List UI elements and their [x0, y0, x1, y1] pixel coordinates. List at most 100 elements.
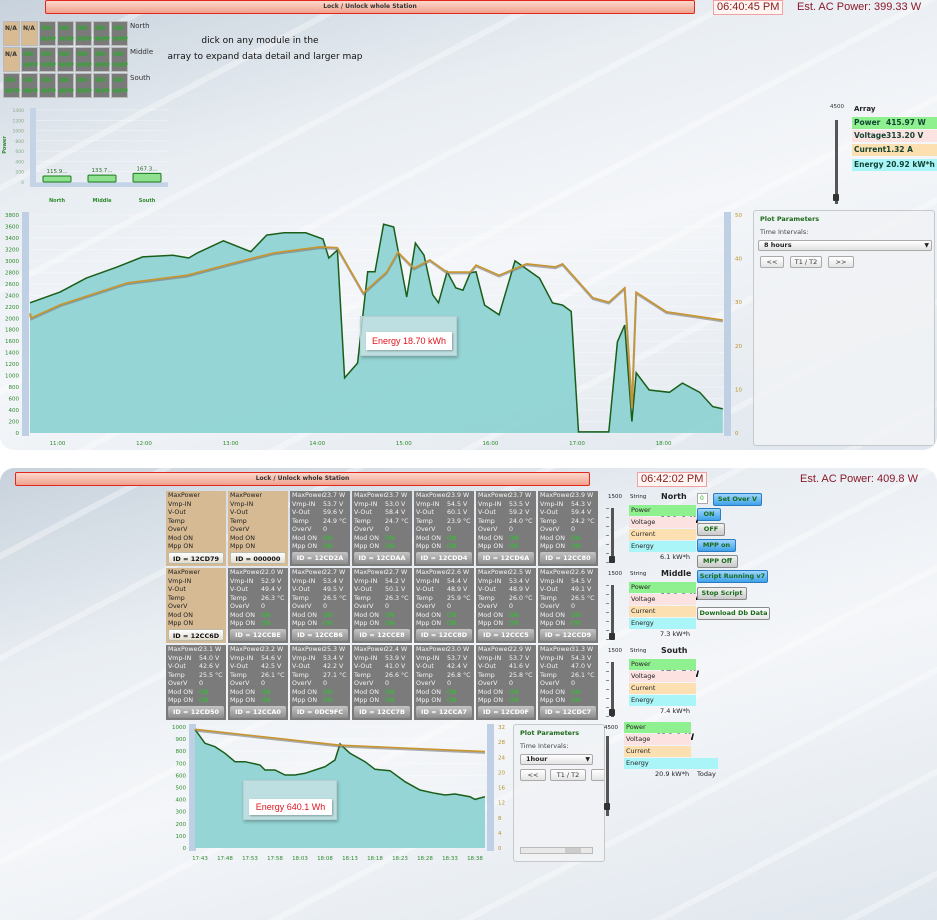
- module-card[interactable]: MaxPower 23.9 W Vmp-IN 54.3 V V-Out 59.4 V Tem…: [538, 491, 598, 566]
- slider-thumb[interactable]: [609, 708, 615, 716]
- module-id-button[interactable]: ID = 12CDC7: [540, 706, 596, 718]
- on-button[interactable]: ON: [697, 508, 721, 521]
- t1-t2-button[interactable]: T1 / T2: [550, 769, 586, 781]
- module-id-button[interactable]: ID = 12CC80: [540, 552, 596, 564]
- string-power-slider[interactable]: [611, 508, 614, 563]
- module-cell[interactable]: ON MPP: [57, 21, 74, 46]
- module-id-button[interactable]: ID = 0DC9FC: [292, 706, 348, 718]
- module-cell[interactable]: ON MPP: [75, 21, 92, 46]
- module-id-button[interactable]: ID = 12CDD4: [416, 552, 472, 564]
- slider-thumb[interactable]: [609, 632, 615, 640]
- module-card[interactable]: MaxPower 23.0 W Vmp-IN 53.7 V V-Out 42.4 V Tem…: [414, 645, 474, 720]
- module-card[interactable]: MaxPower 23.7 W Vmp-IN 53.5 V V-Out 59.2 V Tem…: [476, 491, 536, 566]
- off-button[interactable]: OFF: [697, 523, 725, 536]
- module-id-button[interactable]: ID = 12CC8D: [416, 629, 472, 641]
- field-label: OverV: [354, 603, 374, 611]
- over-v-input[interactable]: 0: [697, 493, 708, 504]
- prev-button[interactable]: <<: [520, 769, 546, 781]
- mpp-off-button[interactable]: MPP Off: [697, 555, 738, 568]
- field-label: Mpp ON: [416, 543, 442, 551]
- module-id-button[interactable]: ID = 12CD79: [168, 552, 224, 564]
- module-cell[interactable]: ON MPP: [21, 47, 38, 72]
- module-cell[interactable]: ON MPP: [111, 73, 128, 98]
- module-card[interactable]: MaxPower Vmp-IN V-Out Temp OverV Mod ON Mpp ON…: [166, 568, 226, 643]
- module-id-button[interactable]: ID = 12CCD9: [540, 629, 596, 641]
- mpp-on-button[interactable]: MPP on: [697, 539, 736, 552]
- row-label: Voltage: [631, 595, 656, 603]
- t1-t2-button[interactable]: T1 / T2: [790, 256, 822, 268]
- module-id-button[interactable]: ID = 12CD0F: [478, 706, 534, 718]
- module-card[interactable]: MaxPower 22.6 W Vmp-IN 54.4 V V-Out 48.9 V Tem…: [414, 568, 474, 643]
- module-id-button[interactable]: ID = 12CCA0: [230, 706, 286, 718]
- module-card[interactable]: MaxPower Vmp-IN V-Out Temp OverV Mod ON Mpp ON…: [228, 491, 288, 566]
- time-interval-select[interactable]: 8 hours ▼: [758, 240, 932, 251]
- string-power-slider[interactable]: [611, 662, 614, 717]
- module-card[interactable]: MaxPower 22.7 W Vmp-IN 54.2 V V-Out 50.1 V Tem…: [352, 568, 412, 643]
- module-card[interactable]: MaxPower 23.7 W Vmp-IN 53.7 V V-Out 59.6 V Tem…: [290, 491, 350, 566]
- script-running-button[interactable]: Script Running v7: [697, 570, 768, 583]
- module-card[interactable]: MaxPower 23.7 W Vmp-IN 53.0 V V-Out 58.4 V Tem…: [352, 491, 412, 566]
- module-cell[interactable]: N/A: [3, 21, 20, 46]
- module-id-button[interactable]: ID = 12CD6A: [478, 552, 534, 564]
- field-label: Vmp-IN: [540, 500, 564, 508]
- module-cell[interactable]: ON MPP: [111, 21, 128, 46]
- array-power-slider[interactable]: [835, 120, 838, 204]
- module-card[interactable]: MaxPower Vmp-IN V-Out Temp OverV Mod ON Mpp ON…: [166, 491, 226, 566]
- slider-thumb[interactable]: [609, 556, 615, 563]
- row-label: Power: [626, 723, 646, 731]
- module-cell[interactable]: ON MPP: [57, 73, 74, 98]
- module-id-button[interactable]: ID = 12CD2A: [292, 552, 348, 564]
- module-cell[interactable]: ON MPP: [39, 73, 56, 98]
- module-id-button[interactable]: ID = 12CCA7: [416, 706, 472, 718]
- slider-thumb[interactable]: [604, 802, 610, 810]
- module-id-button[interactable]: ID = 12CCC5: [478, 629, 534, 641]
- download-db-data-button[interactable]: Download Db Data: [697, 607, 770, 620]
- string-power-slider[interactable]: [611, 585, 614, 640]
- module-card[interactable]: MaxPower 22.7 W Vmp-IN 53.4 V V-Out 49.5 V Tem…: [290, 568, 350, 643]
- lock-unlock-station-button[interactable]: Lock / Unlock whole Station: [45, 0, 695, 14]
- lock-unlock-station-button[interactable]: Lock / Unlock whole Station: [15, 472, 590, 486]
- module-id-button[interactable]: ID = 12CC7B: [354, 706, 410, 718]
- next-button[interactable]: [591, 769, 604, 781]
- module-card[interactable]: MaxPower 23.1 W Vmp-IN 54.0 V V-Out 42.6 V Tem…: [166, 645, 226, 720]
- module-card[interactable]: MaxPower 22.5 W Vmp-IN 53.4 V V-Out 48.9 V Tem…: [476, 568, 536, 643]
- module-cell[interactable]: ON MPP: [93, 21, 110, 46]
- module-cell[interactable]: ON MPP: [57, 47, 74, 72]
- horizontal-scrollbar[interactable]: [520, 847, 593, 854]
- module-id-button[interactable]: ID = 000000: [230, 552, 286, 564]
- module-card[interactable]: MaxPower 25.3 W Vmp-IN 53.4 V V-Out 42.2 V Tem…: [290, 645, 350, 720]
- module-cell[interactable]: ON MPP: [39, 21, 56, 46]
- module-cell[interactable]: ON MPP: [75, 73, 92, 98]
- module-id-button[interactable]: ID = 12CD50: [168, 706, 224, 718]
- module-card[interactable]: MaxPower 22.0 W Vmp-IN 52.9 V V-Out 49.4 V Tem…: [228, 568, 288, 643]
- module-cell[interactable]: ON MPP: [111, 47, 128, 72]
- time-interval-select[interactable]: 1hour ▼: [520, 754, 593, 765]
- module-card[interactable]: MaxPower 22.4 W Vmp-IN 53.9 V V-Out 41.0 V Tem…: [352, 645, 412, 720]
- module-card[interactable]: MaxPower 22.6 W Vmp-IN 54.5 V V-Out 49.1 V Tem…: [538, 568, 598, 643]
- slider-thumb[interactable]: [833, 193, 839, 201]
- module-cell[interactable]: ON MPP: [39, 47, 56, 72]
- module-card[interactable]: MaxPower 22.9 W Vmp-IN 53.7 V V-Out 41.6 V Tem…: [476, 645, 536, 720]
- module-cell[interactable]: N/A: [21, 21, 38, 46]
- scrollbar-thumb[interactable]: [565, 848, 581, 853]
- module-cell[interactable]: ON MPP: [75, 47, 92, 72]
- module-id-button[interactable]: ID = 12CCBE: [230, 629, 286, 641]
- module-cell[interactable]: ON MPP: [93, 47, 110, 72]
- module-card[interactable]: MaxPower 31.3 W Vmp-IN 54.3 V V-Out 47.0 V Tem…: [538, 645, 598, 720]
- module-cell[interactable]: ON MPP: [3, 73, 20, 98]
- next-button[interactable]: >>: [828, 256, 854, 268]
- module-id-button[interactable]: ID = 12CC6D: [168, 629, 224, 641]
- module-card[interactable]: MaxPower 23.2 W Vmp-IN 54.6 V V-Out 42.5 V Tem…: [228, 645, 288, 720]
- prev-button[interactable]: <<: [760, 256, 784, 268]
- module-cell[interactable]: N/A: [3, 47, 20, 72]
- field-value: 26.0 °C: [509, 594, 533, 602]
- module-id-button[interactable]: ID = 12CCB6: [292, 629, 348, 641]
- module-id-button[interactable]: ID = 12CDAA: [354, 552, 410, 564]
- array-power-slider[interactable]: [606, 736, 609, 816]
- module-id-button[interactable]: ID = 12CCE8: [354, 629, 410, 641]
- set-over-v-button[interactable]: Set Over V: [713, 493, 762, 506]
- module-card[interactable]: MaxPower 23.9 W Vmp-IN 54.5 V V-Out 60.1 V Tem…: [414, 491, 474, 566]
- module-cell[interactable]: ON MPP: [21, 73, 38, 98]
- stop-script-button[interactable]: Stop Script: [697, 587, 747, 600]
- module-cell[interactable]: ON MPP: [93, 73, 110, 98]
